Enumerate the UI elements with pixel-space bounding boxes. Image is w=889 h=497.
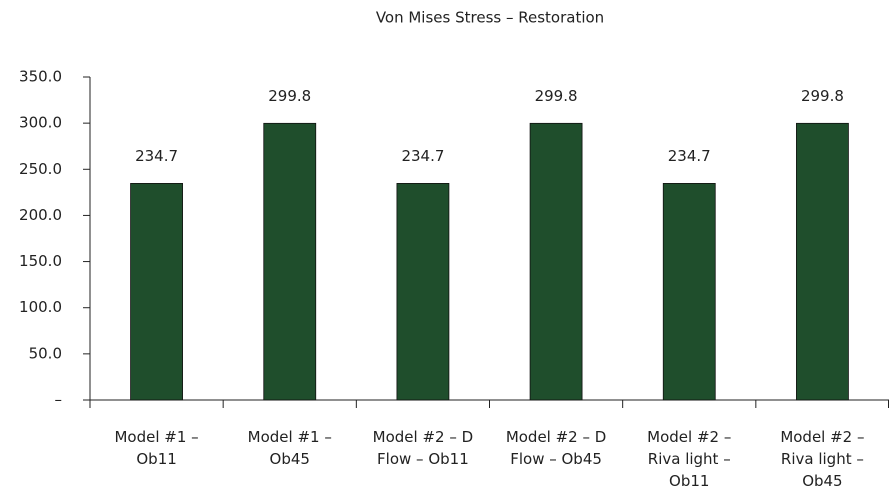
bar: [263, 122, 317, 401]
bar: [130, 183, 183, 401]
x-tick-label: Model #1 – Ob45: [247, 428, 332, 468]
y-tick-label: 150.0: [19, 252, 62, 270]
y-tick-label: 50.0: [29, 344, 62, 362]
bar: [529, 122, 583, 401]
x-tick-label: Model #2 – D Flow – Ob11: [372, 428, 474, 468]
y-tick-label: 300.0: [19, 114, 62, 132]
x-tick-label: Model #1 – Ob11: [114, 428, 199, 468]
data-label: 234.7: [668, 147, 711, 165]
data-label: 299.8: [268, 87, 311, 105]
data-label: 234.7: [401, 147, 444, 165]
bar: [396, 183, 450, 401]
data-label: 299.8: [801, 87, 844, 105]
x-tick-label: Model #2 – Riva light – Ob11: [647, 428, 732, 490]
data-label: 299.8: [535, 87, 578, 105]
bar: [796, 122, 849, 401]
y-tick-label: 250.0: [19, 160, 62, 178]
y-tick-label: –: [55, 391, 63, 409]
y-tick-label: 200.0: [19, 206, 62, 224]
x-tick-label: Model #2 – D Flow – Ob45: [505, 428, 607, 468]
x-tick-label: Model #2 – Riva light – Ob45: [780, 428, 865, 490]
bar: [662, 183, 716, 401]
y-tick-label: 350.0: [19, 68, 62, 86]
data-label: 234.7: [135, 147, 178, 165]
y-tick-label: 100.0: [19, 298, 62, 316]
chart-title: Von Mises Stress – Restoration: [376, 9, 604, 27]
